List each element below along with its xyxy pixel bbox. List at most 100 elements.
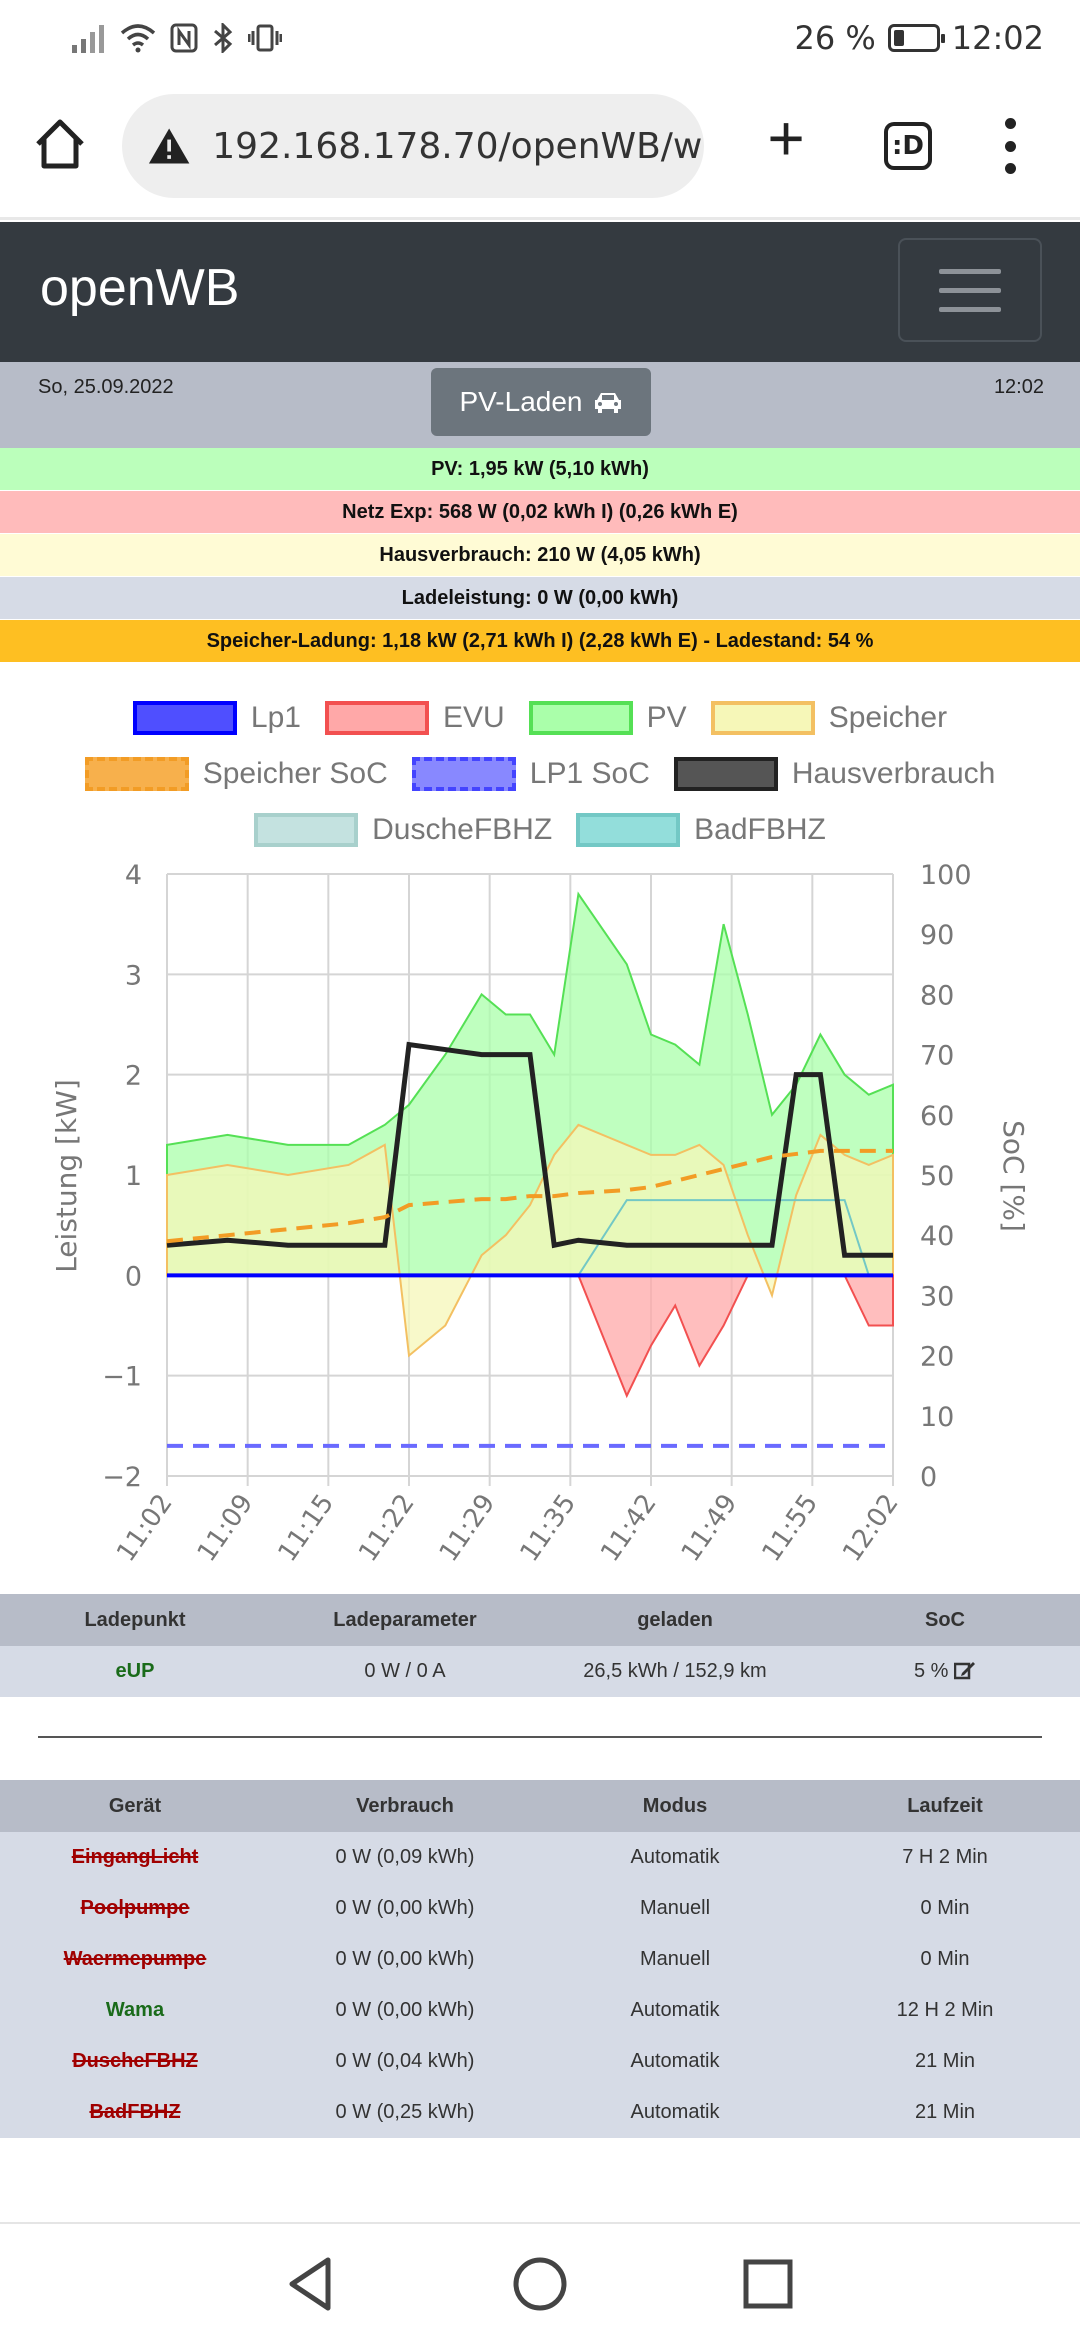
device-usage: 0 W (0,04 kWh): [270, 2036, 540, 2087]
system-nav-bar: [0, 2222, 1080, 2340]
warning-icon[interactable]: [148, 125, 190, 167]
legend-swatch: [254, 813, 359, 847]
x-tick-label: 11:35: [515, 1489, 583, 1568]
device-name[interactable]: BadFBHZ: [0, 2087, 270, 2138]
device-usage: 0 W (0,00 kWh): [270, 1985, 540, 2036]
legend-item[interactable]: Lp1: [132, 701, 301, 735]
y2-tick-label: 90: [920, 920, 954, 951]
battery-percent: 26 %: [794, 19, 876, 57]
legend-swatch: [411, 757, 516, 791]
legend-item[interactable]: Hausverbrauch: [673, 757, 995, 791]
address-bar[interactable]: 192.168.178.70/openWB/web: [122, 94, 704, 198]
col-modus: Modus: [540, 1780, 810, 1832]
vibrate-icon: [248, 24, 282, 52]
clock: 12:02: [951, 19, 1044, 57]
status-icons: [72, 23, 282, 53]
y-tick-label: 0: [125, 1261, 142, 1292]
legend-label: Lp1: [250, 701, 301, 734]
col-verbrauch: Verbrauch: [270, 1780, 540, 1832]
legend-label: Speicher: [828, 701, 948, 734]
legend-item[interactable]: BadFBHZ: [576, 813, 826, 847]
charge-mode-label: PV-Laden: [459, 386, 583, 417]
device-mode: Manuell: [540, 1934, 810, 1985]
x-tick-label: 11:29: [434, 1489, 502, 1568]
divider: [38, 1736, 1042, 1738]
device-mode: Manuell: [540, 1883, 810, 1934]
evu-area: [167, 1274, 894, 1399]
legend-item[interactable]: DuscheFBHZ: [254, 813, 552, 847]
y2-tick-label: 80: [920, 980, 954, 1011]
status-right: 26 % 12:02: [794, 19, 1044, 57]
pv-info-row: PV: 1,95 kW (5,10 kWh): [0, 448, 1080, 490]
table-row: Poolpumpe 0 W (0,00 kWh) Manuell 0 Min: [0, 1883, 1080, 1934]
legend-item[interactable]: Speicher SoC: [84, 757, 388, 791]
table-row: BadFBHZ 0 W (0,25 kWh) Automatik 21 Min: [0, 2087, 1080, 2138]
edit-icon[interactable]: [953, 1660, 976, 1680]
back-icon[interactable]: [282, 2254, 342, 2314]
y2-tick-label: 40: [920, 1221, 954, 1252]
chargepoint-table: Ladepunkt Ladeparameter geladen SoC eUP …: [0, 1594, 1080, 1697]
table-row: DuscheFBHZ 0 W (0,04 kWh) Automatik 21 Min: [0, 2036, 1080, 2087]
device-table-header: Gerät Verbrauch Modus Laufzeit: [0, 1780, 1080, 1832]
legend-swatch: [576, 813, 681, 847]
legend-item[interactable]: LP1 SoC: [411, 757, 650, 791]
date-label: So, 25.09.2022: [38, 376, 174, 398]
grid-info-row: Netz Exp: 568 W (0,02 kWh I) (0,26 kWh E…: [0, 491, 1080, 533]
legend-label: BadFBHZ: [694, 813, 826, 846]
col-geraet: Gerät: [0, 1780, 270, 1832]
x-tick-label: 11:09: [192, 1489, 260, 1568]
device-name[interactable]: Poolpumpe: [0, 1883, 270, 1934]
battery-icon: [887, 24, 945, 52]
y2-tick-label: 70: [920, 1041, 954, 1072]
hamburger-menu-icon[interactable]: [898, 238, 1042, 342]
time-label: 12:02: [993, 376, 1044, 398]
device-runtime: 12 H 2 Min: [810, 1985, 1080, 2036]
chargepoint-name[interactable]: eUP: [0, 1646, 270, 1697]
charge-mode-button[interactable]: PV-Laden: [431, 368, 651, 436]
device-runtime: 21 Min: [810, 2036, 1080, 2087]
device-name[interactable]: Wama: [0, 1985, 270, 2036]
browser-toolbar: 192.168.178.70/openWB/web + :D: [0, 76, 1080, 220]
legend-item[interactable]: Speicher: [710, 701, 948, 735]
legend-swatch: [710, 701, 815, 735]
x-tick-label: 11:55: [757, 1489, 825, 1568]
speicher-soc-line: [166, 1148, 893, 1244]
signal-icon: [72, 25, 104, 53]
legend-swatch: [673, 757, 778, 791]
y-tick-label: −2: [102, 1462, 142, 1493]
device-usage: 0 W (0,00 kWh): [270, 1883, 540, 1934]
more-menu-icon[interactable]: [996, 118, 1024, 174]
col-ladeparameter: Ladeparameter: [270, 1594, 540, 1646]
legend-line: Speicher SoC LP1 SoC Hausverbrauch: [0, 746, 1080, 802]
device-name[interactable]: Waermepumpe: [0, 1934, 270, 1985]
recents-icon[interactable]: [738, 2254, 798, 2314]
legend-item[interactable]: EVU: [324, 701, 505, 735]
device-name[interactable]: DuscheFBHZ: [0, 2036, 270, 2087]
home-icon[interactable]: [32, 116, 88, 172]
tab-switcher-button[interactable]: :D: [884, 122, 932, 170]
y2-tick-label: 0: [920, 1462, 937, 1493]
x-tick-label: 11:42: [595, 1489, 663, 1568]
device-table: Gerät Verbrauch Modus Laufzeit EingangLi…: [0, 1780, 1080, 2138]
y-tick-label: 4: [125, 860, 142, 891]
chargepoint-soc: 5 %: [913, 1660, 949, 1682]
legend-swatch: [528, 701, 633, 735]
legend-swatch: [84, 757, 189, 791]
col-laufzeit: Laufzeit: [810, 1780, 1080, 1832]
device-runtime: 0 Min: [810, 1883, 1080, 1934]
home-nav-icon[interactable]: [510, 2254, 570, 2314]
new-tab-icon[interactable]: +: [767, 102, 805, 174]
brand-logo[interactable]: openWB: [40, 259, 240, 317]
y-tick-label: 2: [125, 1061, 142, 1092]
device-name[interactable]: EingangLicht: [0, 1832, 270, 1883]
chargepoint-charged: 26,5 kWh / 152,9 km: [540, 1646, 810, 1697]
table-row: eUP 0 W / 0 A 26,5 kWh / 152,9 km 5 %: [0, 1646, 1080, 1697]
power-chart: 4 3 2 1 0 −1 −2 100 90 80 70 60 50 40 30 20 10 0 11:02 11:0…: [0, 860, 1080, 1580]
table-row: Wama 0 W (0,00 kWh) Automatik 12 H 2 Min: [0, 1985, 1080, 2036]
y2-tick-label: 20: [920, 1342, 954, 1373]
col-ladepunkt: Ladepunkt: [0, 1594, 270, 1646]
legend-item[interactable]: PV: [528, 701, 687, 735]
y-tick-label: 1: [125, 1161, 142, 1192]
device-usage: 0 W (0,09 kWh): [270, 1832, 540, 1883]
